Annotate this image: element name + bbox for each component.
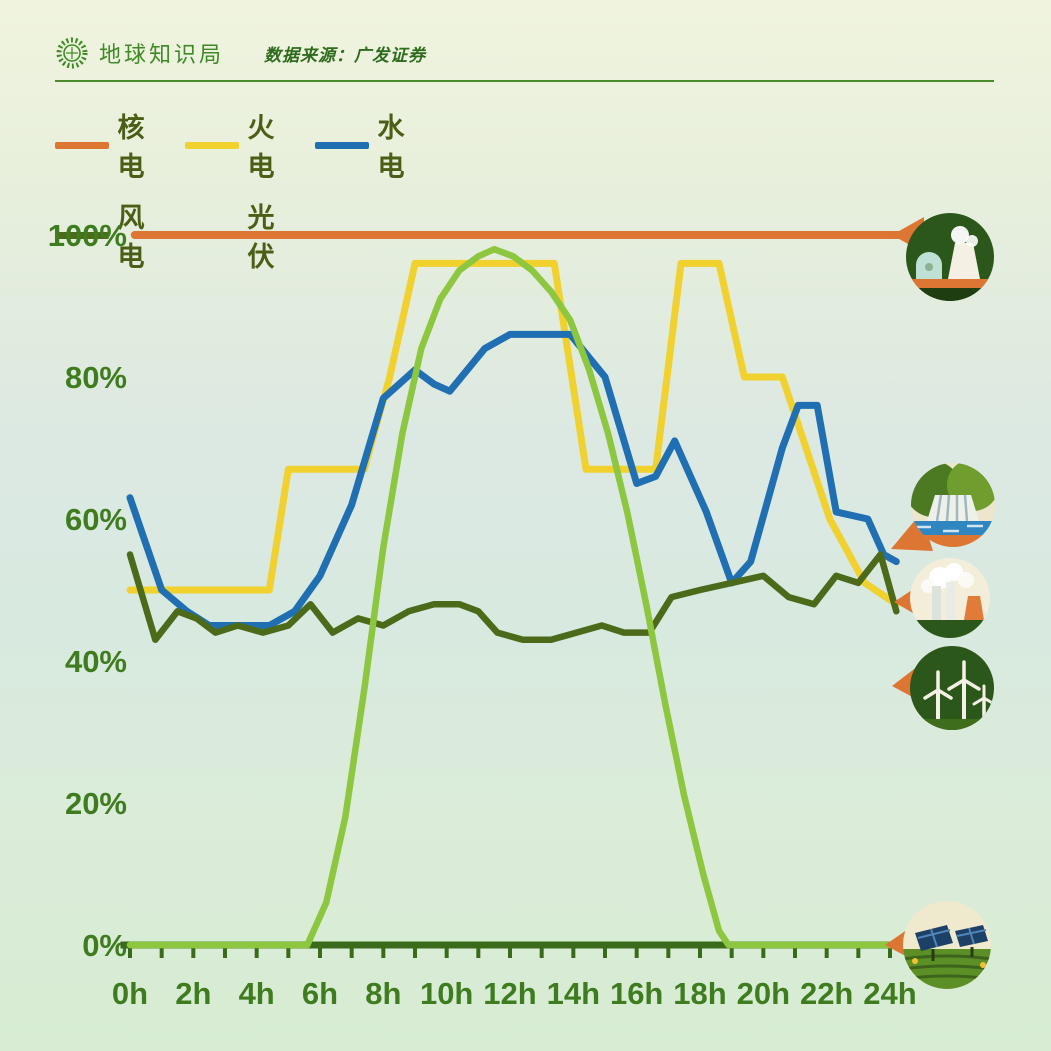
x-axis-label: 10h xyxy=(420,976,473,1011)
x-axis-label: 4h xyxy=(239,976,275,1011)
x-axis-label: 2h xyxy=(175,976,211,1011)
legend-item-wind: 风电 xyxy=(55,196,171,274)
page-header: 地球知识局 数据来源：广发证券 xyxy=(55,36,996,70)
legend-label: 核电 xyxy=(117,113,146,182)
data-source-text: 数据来源：广发证券 xyxy=(264,45,427,65)
legend-item-hydro: 水电 xyxy=(315,106,431,184)
legend-label: 水电 xyxy=(377,113,406,182)
x-axis-label: 14h xyxy=(547,976,600,1011)
legend-swatch-wind xyxy=(55,231,109,239)
hydro-dam-icon xyxy=(891,463,995,551)
y-axis-label: 80% xyxy=(65,360,127,395)
x-axis-label: 6h xyxy=(302,976,338,1011)
y-axis-label: 0% xyxy=(82,928,127,963)
wind-turbines-icon xyxy=(892,646,994,730)
x-axis-label: 18h xyxy=(673,976,726,1011)
thermal-plant-icon xyxy=(894,558,990,638)
x-axis-label: 16h xyxy=(610,976,663,1011)
x-axis-label: 0h xyxy=(112,976,148,1011)
y-axis-label: 20% xyxy=(65,786,127,821)
legend-label: 光伏 xyxy=(247,203,276,272)
x-axis-label: 8h xyxy=(365,976,401,1011)
series-line-thermal xyxy=(126,259,900,608)
series-line-solar xyxy=(126,245,900,949)
y-axis-label: 40% xyxy=(65,644,127,679)
series-line-hydro xyxy=(126,330,900,629)
x-axis-label: 12h xyxy=(483,976,536,1011)
x-axis-label: 20h xyxy=(737,976,790,1011)
brand: 地球知识局 xyxy=(55,36,224,70)
chart-legend: 核电 火电 水电风电 光伏 xyxy=(55,106,431,274)
sunburst-globe-icon xyxy=(56,37,88,69)
nuclear-plant-icon xyxy=(892,213,994,301)
legend-item-thermal: 火电 xyxy=(185,106,301,184)
header-divider xyxy=(55,80,994,82)
legend-label: 火电 xyxy=(247,113,276,182)
y-axis-label: 100% xyxy=(48,218,127,253)
solar-panels-icon xyxy=(885,901,991,989)
legend-item-nuclear: 核电 xyxy=(55,106,171,184)
legend-swatch-hydro xyxy=(315,141,369,149)
x-axis-label: 24h xyxy=(863,976,916,1011)
x-axis-label: 22h xyxy=(800,976,853,1011)
legend-swatch-thermal xyxy=(185,141,239,149)
series-line-wind xyxy=(126,551,900,643)
legend-swatch-nuclear xyxy=(55,141,109,149)
plot-layer: 0% 20% 40% 60% 80% 100% 0h 2h 4h 6h 8h 10h 12h 14h 16h… xyxy=(48,218,917,1011)
y-axis-label: 60% xyxy=(65,502,127,537)
brand-name: 地球知识局 xyxy=(99,42,225,67)
legend-row: 核电 火电 水电 xyxy=(55,106,431,184)
legend-label: 风电 xyxy=(117,203,146,272)
